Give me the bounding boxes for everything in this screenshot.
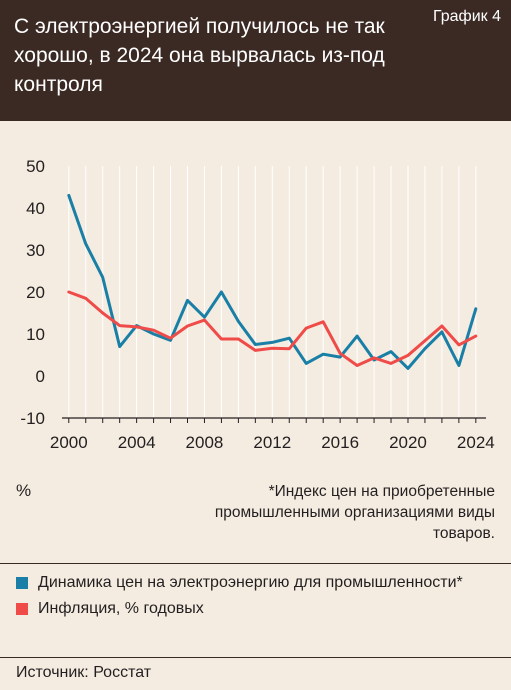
legend-label-electricity: Динамика цен на электроэнергию для промы… [38,574,463,591]
y-tick-label-0: 0 [36,367,45,386]
y-tick-label-50: 50 [26,157,45,176]
chart-number-label: График 4 [432,8,501,25]
x-tick-label-2008: 2008 [186,433,224,452]
y-tick-label--10: -10 [20,409,45,428]
divider-bottom [0,657,511,658]
y-tick-label-30: 30 [26,241,45,260]
chart-header: С электроэнергией получилось не так хоро… [0,0,511,121]
legend-item-electricity: Динамика цен на электроэнергию для промы… [16,572,496,593]
legend-swatch-inflation [16,603,28,615]
line-chart: 2000 2004 2008 2012 2016 2020 2024 50 40 30 20 10 0 -… [20,157,495,452]
x-tick-label-2012: 2012 [253,433,291,452]
x-tick-label-2024: 2024 [457,433,495,452]
y-tick-label-40: 40 [26,199,45,218]
x-tick-label-2020: 2020 [389,433,427,452]
y-axis-unit-label: % [16,481,32,500]
legend-swatch-electricity [16,577,28,589]
series-line-inflation [67,290,478,367]
x-tick-label-2016: 2016 [321,433,359,452]
legend: Динамика цен на электроэнергию для промы… [16,572,496,624]
y-tick-label-10: 10 [26,325,45,344]
chart-title: С электроэнергией получилось не так хоро… [14,15,385,96]
divider-top [0,563,511,564]
x-tick-label-2004: 2004 [118,433,156,452]
footnote: *Индекс цен на приобретенные промышленны… [214,483,495,542]
legend-item-inflation: Инфляция, % годовых [16,598,496,619]
x-tick-label-2000: 2000 [50,433,88,452]
source-note: Источник: Росстат [16,664,152,681]
legend-label-inflation: Инфляция, % годовых [38,600,204,617]
y-tick-label-20: 20 [26,283,45,302]
